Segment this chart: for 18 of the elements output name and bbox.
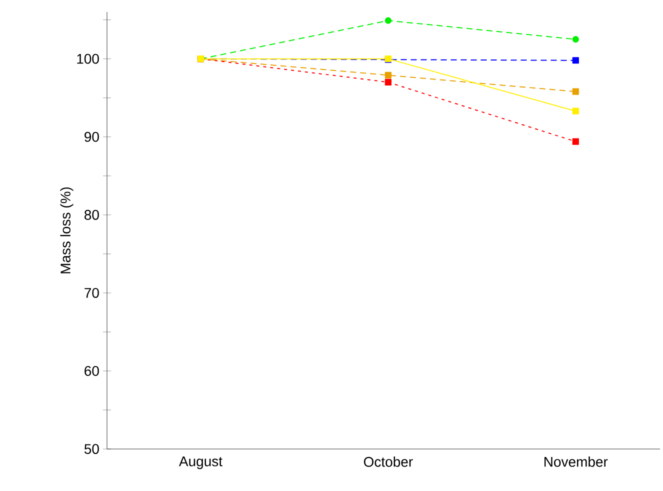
x-tick-label: August <box>178 456 222 470</box>
y-axis-title: Mass loss (%) <box>60 187 74 274</box>
y-tick-label: 80 <box>84 210 99 220</box>
y-tick-label: 50 <box>84 444 99 454</box>
x-tick-label: October <box>364 456 413 467</box>
y-tick-label: 70 <box>84 288 99 298</box>
point <box>572 138 579 145</box>
y-tick-label: 60 <box>84 366 99 376</box>
point <box>572 57 579 64</box>
point <box>384 17 392 24</box>
point <box>572 36 579 43</box>
point <box>572 88 579 95</box>
point <box>572 108 579 114</box>
y-tick-label: 90 <box>84 132 99 142</box>
point <box>384 72 392 79</box>
point <box>384 78 392 86</box>
y-tick-label: 100 <box>77 54 99 64</box>
x-tick-label: November <box>544 456 608 467</box>
